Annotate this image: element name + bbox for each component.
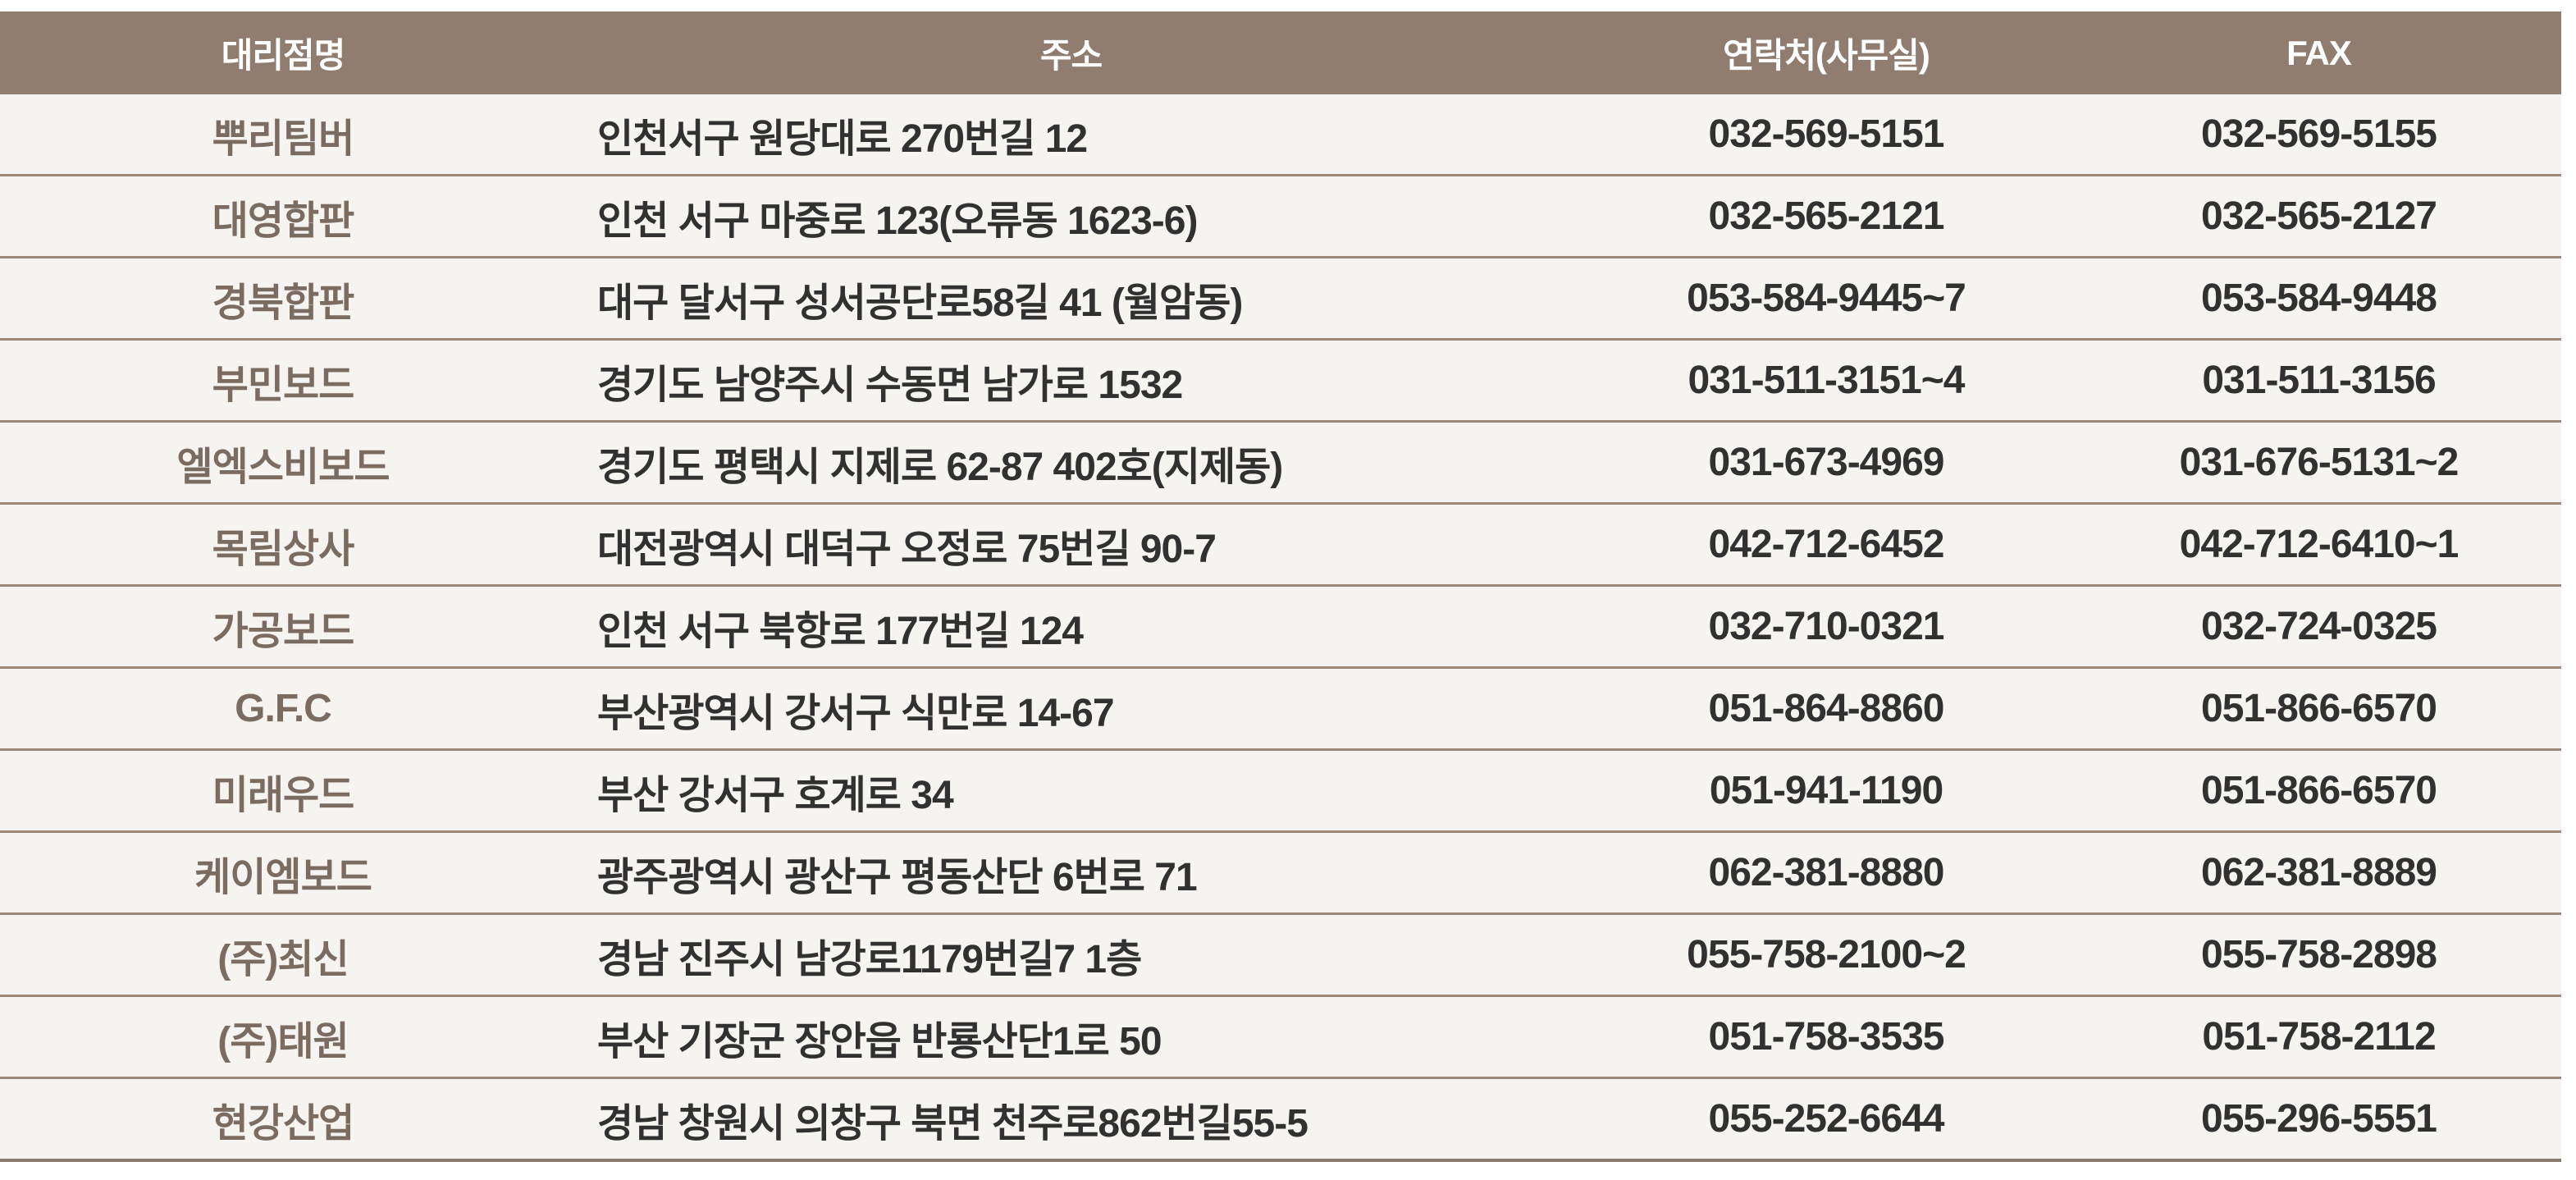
agency-name-cell: 미래우드 (0, 751, 566, 833)
fax-cell: 051-758-2112 (2076, 997, 2561, 1079)
phone-cell: 042-712-6452 (1576, 505, 2076, 587)
table-row: 대영합판 인천 서구 마중로 123(오류동 1623-6) 032-565-2… (0, 176, 2561, 258)
address-cell: 부산광역시 강서구 식만로 14-67 (566, 669, 1576, 751)
address-cell: 부산 강서구 호계로 34 (566, 751, 1576, 833)
fax-cell: 051-866-6570 (2076, 751, 2561, 833)
phone-cell: 031-673-4969 (1576, 423, 2076, 505)
agency-name-cell: 엘엑스비보드 (0, 423, 566, 505)
agency-name-cell: 경북합판 (0, 258, 566, 341)
address-cell: 대전광역시 대덕구 오정로 75번길 90-7 (566, 505, 1576, 587)
address-cell: 인천 서구 마중로 123(오류동 1623-6) (566, 176, 1576, 258)
table-row: G.F.C 부산광역시 강서구 식만로 14-67 051-864-8860 0… (0, 669, 2561, 751)
address-cell: 경남 창원시 의창구 북면 천주로862번길55-5 (566, 1079, 1576, 1162)
col-header-agency-name: 대리점명 (0, 11, 566, 94)
fax-cell: 032-724-0325 (2076, 587, 2561, 669)
table-row: 뿌리팀버 인천서구 원당대로 270번길 12 032-569-5151 032… (0, 94, 2561, 176)
agency-name-cell: 가공보드 (0, 587, 566, 669)
agency-name-cell: (주)최신 (0, 915, 566, 997)
table-row: 경북합판 대구 달서구 성서공단로58길 41 (월암동) 053-584-94… (0, 258, 2561, 341)
agency-name-cell: 현강산업 (0, 1079, 566, 1162)
address-cell: 경기도 남양주시 수동면 남가로 1532 (566, 341, 1576, 423)
col-header-phone: 연락처(사무실) (1576, 11, 2076, 94)
agency-name-cell: 대영합판 (0, 176, 566, 258)
fax-cell: 042-712-6410~1 (2076, 505, 2561, 587)
header-row: 대리점명 주소 연락처(사무실) FAX (0, 11, 2561, 94)
phone-cell: 055-758-2100~2 (1576, 915, 2076, 997)
phone-cell: 055-252-6644 (1576, 1079, 2076, 1162)
address-cell: 부산 기장군 장안읍 반룡산단1로 50 (566, 997, 1576, 1079)
phone-cell: 051-864-8860 (1576, 669, 2076, 751)
phone-cell: 051-758-3535 (1576, 997, 2076, 1079)
col-header-address: 주소 (566, 11, 1576, 94)
fax-cell: 051-866-6570 (2076, 669, 2561, 751)
phone-cell: 053-584-9445~7 (1576, 258, 2076, 341)
address-cell: 광주광역시 광산구 평동산단 6번로 71 (566, 833, 1576, 915)
table-header: 대리점명 주소 연락처(사무실) FAX (0, 11, 2561, 94)
phone-cell: 062-381-8880 (1576, 833, 2076, 915)
address-cell: 인천서구 원당대로 270번길 12 (566, 94, 1576, 176)
fax-cell: 055-758-2898 (2076, 915, 2561, 997)
agency-name-cell: 케이엠보드 (0, 833, 566, 915)
fax-cell: 055-296-5551 (2076, 1079, 2561, 1162)
phone-cell: 032-565-2121 (1576, 176, 2076, 258)
fax-cell: 032-569-5155 (2076, 94, 2561, 176)
phone-cell: 032-569-5151 (1576, 94, 2076, 176)
table-row: 현강산업 경남 창원시 의창구 북면 천주로862번길55-5 055-252-… (0, 1079, 2561, 1162)
address-cell: 대구 달서구 성서공단로58길 41 (월암동) (566, 258, 1576, 341)
fax-cell: 053-584-9448 (2076, 258, 2561, 341)
agency-name-cell: 뿌리팀버 (0, 94, 566, 176)
phone-cell: 031-511-3151~4 (1576, 341, 2076, 423)
address-cell: 인천 서구 북항로 177번길 124 (566, 587, 1576, 669)
table-row: 부민보드 경기도 남양주시 수동면 남가로 1532 031-511-3151~… (0, 341, 2561, 423)
agency-name-cell: G.F.C (0, 669, 566, 751)
phone-cell: 051-941-1190 (1576, 751, 2076, 833)
table-row: 엘엑스비보드 경기도 평택시 지제로 62-87 402호(지제동) 031-6… (0, 423, 2561, 505)
agency-name-cell: 목림상사 (0, 505, 566, 587)
address-cell: 경기도 평택시 지제로 62-87 402호(지제동) (566, 423, 1576, 505)
agency-table-body: 뿌리팀버 인천서구 원당대로 270번길 12 032-569-5151 032… (0, 94, 2561, 1162)
table-row: 케이엠보드 광주광역시 광산구 평동산단 6번로 71 062-381-8880… (0, 833, 2561, 915)
table-row: 미래우드 부산 강서구 호계로 34 051-941-1190 051-866-… (0, 751, 2561, 833)
fax-cell: 031-676-5131~2 (2076, 423, 2561, 505)
table-row: (주)최신 경남 진주시 남강로1179번길7 1층 055-758-2100~… (0, 915, 2561, 997)
fax-cell: 032-565-2127 (2076, 176, 2561, 258)
table-row: 목림상사 대전광역시 대덕구 오정로 75번길 90-7 042-712-645… (0, 505, 2561, 587)
agency-contact-table: 대리점명 주소 연락처(사무실) FAX 뿌리팀버 인천서구 원당대로 270번… (0, 11, 2561, 1162)
phone-cell: 032-710-0321 (1576, 587, 2076, 669)
address-cell: 경남 진주시 남강로1179번길7 1층 (566, 915, 1576, 997)
table-row: 가공보드 인천 서구 북항로 177번길 124 032-710-0321 03… (0, 587, 2561, 669)
fax-cell: 062-381-8889 (2076, 833, 2561, 915)
table-row: (주)태원 부산 기장군 장안읍 반룡산단1로 50 051-758-3535 … (0, 997, 2561, 1079)
fax-cell: 031-511-3156 (2076, 341, 2561, 423)
agency-name-cell: 부민보드 (0, 341, 566, 423)
col-header-fax: FAX (2076, 11, 2561, 94)
agency-name-cell: (주)태원 (0, 997, 566, 1079)
